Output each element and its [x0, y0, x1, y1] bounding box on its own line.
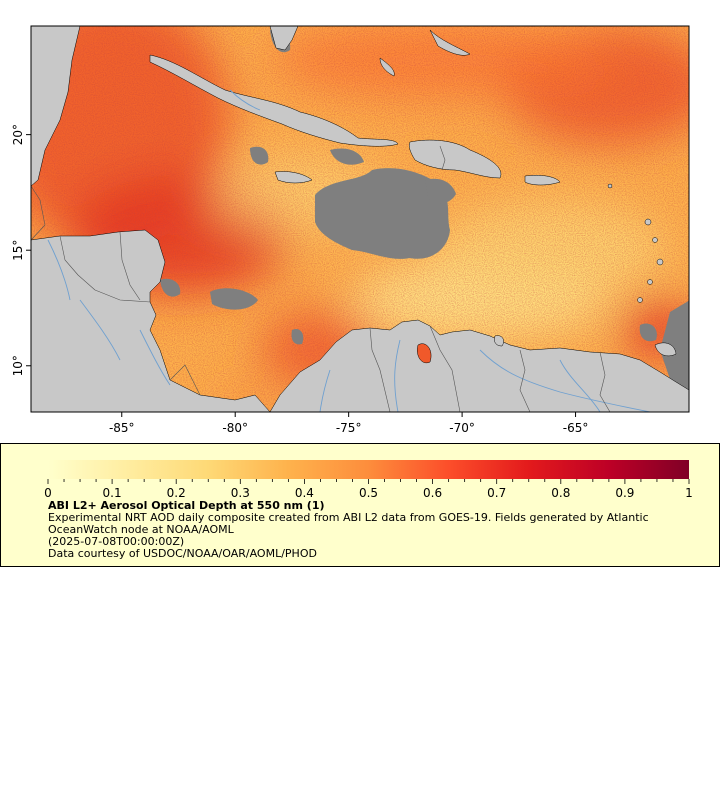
map-frame: -85° -80° -75° -70° -65° 10° 15° 20° — [11, 25, 690, 435]
colorbar-tick-label: 0.9 — [615, 486, 634, 500]
colorbar-tick-label: 0.4 — [295, 486, 314, 500]
colorbar-tick-label: 0.8 — [551, 486, 570, 500]
y-tick-label: 10° — [11, 355, 25, 376]
plot-border — [30, 25, 690, 413]
y-tick-label: 20° — [11, 124, 25, 145]
plot-area — [31, 26, 689, 412]
central-america — [31, 229, 271, 412]
colorbar-tick-label: 0.5 — [359, 486, 378, 500]
legend-description: Experimental NRT AOD daily composite cre… — [48, 511, 649, 536]
colorbar-tick-label: 0.3 — [231, 486, 250, 500]
colorbar-tick-label: 0 — [44, 486, 52, 500]
legend-text: ABI L2+ Aerosol Optical Depth at 550 nm … — [48, 500, 688, 560]
south-america — [269, 319, 689, 412]
colorbar-tick-label: 0.2 — [167, 486, 186, 500]
x-axis: -85° -80° -75° -70° -65° — [109, 412, 588, 435]
bahamas — [429, 29, 471, 56]
legend-panel: 0 0.1 0.2 0.3 0.4 0.5 0.6 0.7 0.8 0.9 1 ABI L2+ Ae… — [0, 443, 720, 567]
florida — [269, 26, 299, 51]
x-tick-label: -75° — [336, 421, 362, 435]
hispaniola — [408, 139, 502, 179]
colorbar-tick-label: 0.7 — [487, 486, 506, 500]
colorbar-tick-label: 0.1 — [103, 486, 122, 500]
x-tick-label: -80° — [222, 421, 248, 435]
legend-credit: Data courtesy of USDOC/NOAA/OAR/AOML/PHO… — [48, 547, 317, 560]
yucatan-peninsula — [31, 26, 81, 187]
legend-time: (2025-07-08T00:00:00Z) — [48, 535, 185, 548]
colorbar: 0 0.1 0.2 0.3 0.4 0.5 0.6 0.7 0.8 0.9 1 — [44, 460, 693, 500]
legend-title: ABI L2+ Aerosol Optical Depth at 550 nm … — [48, 499, 325, 512]
land-masses — [31, 26, 689, 412]
trinidad — [654, 342, 677, 357]
borders — [31, 145, 611, 412]
puerto-rico — [524, 175, 561, 186]
cuba — [149, 54, 399, 147]
y-tick-label: 15° — [11, 240, 25, 261]
x-tick-label: -85° — [109, 421, 135, 435]
colorbar-ramp — [48, 460, 689, 479]
x-tick-label: -65° — [563, 421, 589, 435]
colorbar-tick-label: 1 — [685, 486, 693, 500]
rivers — [47, 89, 651, 412]
y-axis: 10° 15° 20° — [11, 124, 31, 376]
jamaica — [274, 171, 313, 184]
x-tick-label: -70° — [449, 421, 475, 435]
colorbar-tick-label: 0.6 — [423, 486, 442, 500]
colorbar-ticks: 0 0.1 0.2 0.3 0.4 0.5 0.6 0.7 0.8 0.9 1 — [44, 479, 693, 500]
map-svg: -85° -80° -75° -70° -65° 10° 15° 20° — [11, 25, 690, 435]
